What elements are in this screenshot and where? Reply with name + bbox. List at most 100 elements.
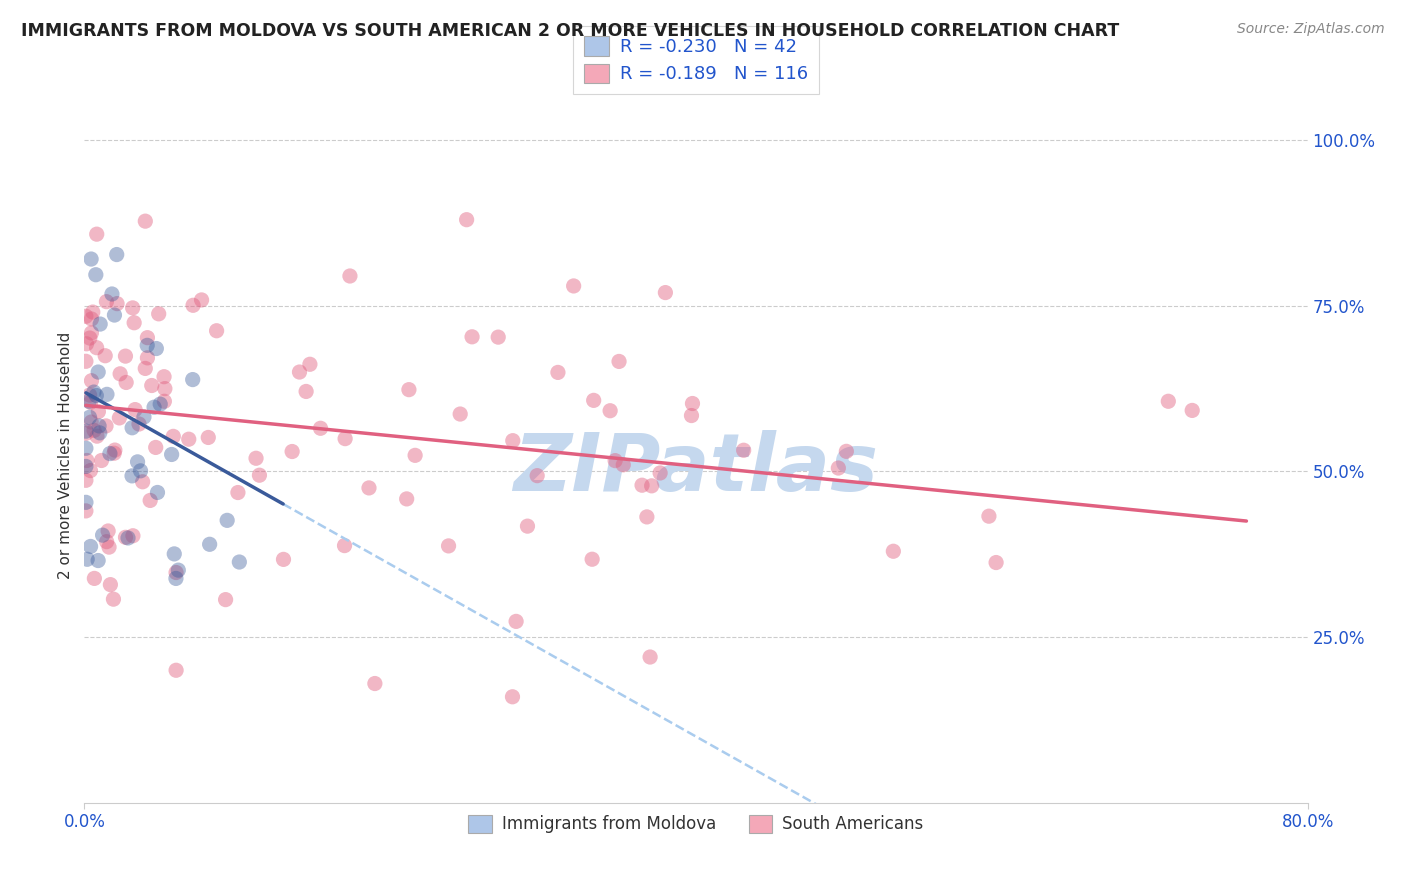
Point [86,227,108,242]
Point [165,571,187,585]
Point [295,384,318,399]
Point [75,504,97,518]
Text: Source: ZipAtlas.com: Source: ZipAtlas.com [1237,22,1385,37]
Point [835,444,858,458]
Point [333,539,356,553]
Point [245,451,267,466]
Point [190,293,212,307]
Point [681,409,703,423]
Point [132,409,155,424]
Point [605,453,627,467]
Point [103,592,125,607]
Point [562,279,585,293]
Point [882,544,904,558]
Point [134,361,156,376]
Point [165,566,187,580]
Point [98,540,121,554]
Point [599,403,621,417]
Point [181,298,204,312]
Point [79,331,101,345]
Point [357,481,380,495]
Point [153,382,176,396]
Point [456,212,478,227]
Y-axis label: 2 or more Vehicles in Household: 2 or more Vehicles in Household [58,331,73,579]
Point [96,387,118,401]
Point [86,341,108,355]
Point [984,556,1007,570]
Point [79,388,101,402]
Point [90,453,112,467]
Point [682,396,704,410]
Point [145,441,167,455]
Point [581,552,603,566]
Point [117,531,139,545]
Point [103,308,125,322]
Point [631,478,654,492]
Point [197,430,219,444]
Point [128,417,150,431]
Point [217,513,239,527]
Point [148,307,170,321]
Point [502,434,524,448]
Point [636,509,658,524]
Point [75,310,97,324]
Text: ZIPatlas: ZIPatlas [513,430,879,508]
Point [461,330,484,344]
Point [79,395,101,409]
Point [153,369,176,384]
Point [108,411,131,425]
Point [84,268,107,282]
Point [105,247,128,261]
Point [163,547,186,561]
Point [162,429,184,443]
Point [364,676,387,690]
Point [437,539,460,553]
Point [582,393,605,408]
Point [547,366,569,380]
Point [136,331,159,345]
Point [149,397,172,411]
Point [733,443,755,458]
Point [80,374,103,388]
Point [76,336,98,351]
Point [226,485,249,500]
Point [96,294,118,309]
Point [395,491,418,506]
Point [97,524,120,538]
Point [114,349,136,363]
Point [115,376,138,390]
Point [214,592,236,607]
Point [86,388,108,402]
Point [98,446,121,460]
Point [87,418,110,433]
Point [75,354,97,368]
Point [83,423,105,437]
Point [612,458,634,472]
Point [198,537,221,551]
Point [101,287,124,301]
Point [76,453,98,467]
Point [145,342,167,356]
Point [105,296,128,310]
Point [165,663,187,677]
Point [94,349,117,363]
Point [607,354,630,368]
Point [486,330,509,344]
Point [75,459,97,474]
Point [80,252,103,266]
Point [333,432,356,446]
Legend: Immigrants from Moldova, South Americans: Immigrants from Moldova, South Americans [458,805,934,843]
Point [146,485,169,500]
Point [167,563,190,577]
Point [281,444,304,458]
Point [89,317,111,331]
Point [114,530,136,544]
Point [398,383,420,397]
Point [80,415,103,429]
Point [516,519,538,533]
Point [181,373,204,387]
Point [526,468,548,483]
Text: IMMIGRANTS FROM MOLDOVA VS SOUTH AMERICAN 2 OR MORE VEHICLES IN HOUSEHOLD CORREL: IMMIGRANTS FROM MOLDOVA VS SOUTH AMERICA… [21,22,1119,40]
Point [75,426,97,441]
Point [86,429,108,443]
